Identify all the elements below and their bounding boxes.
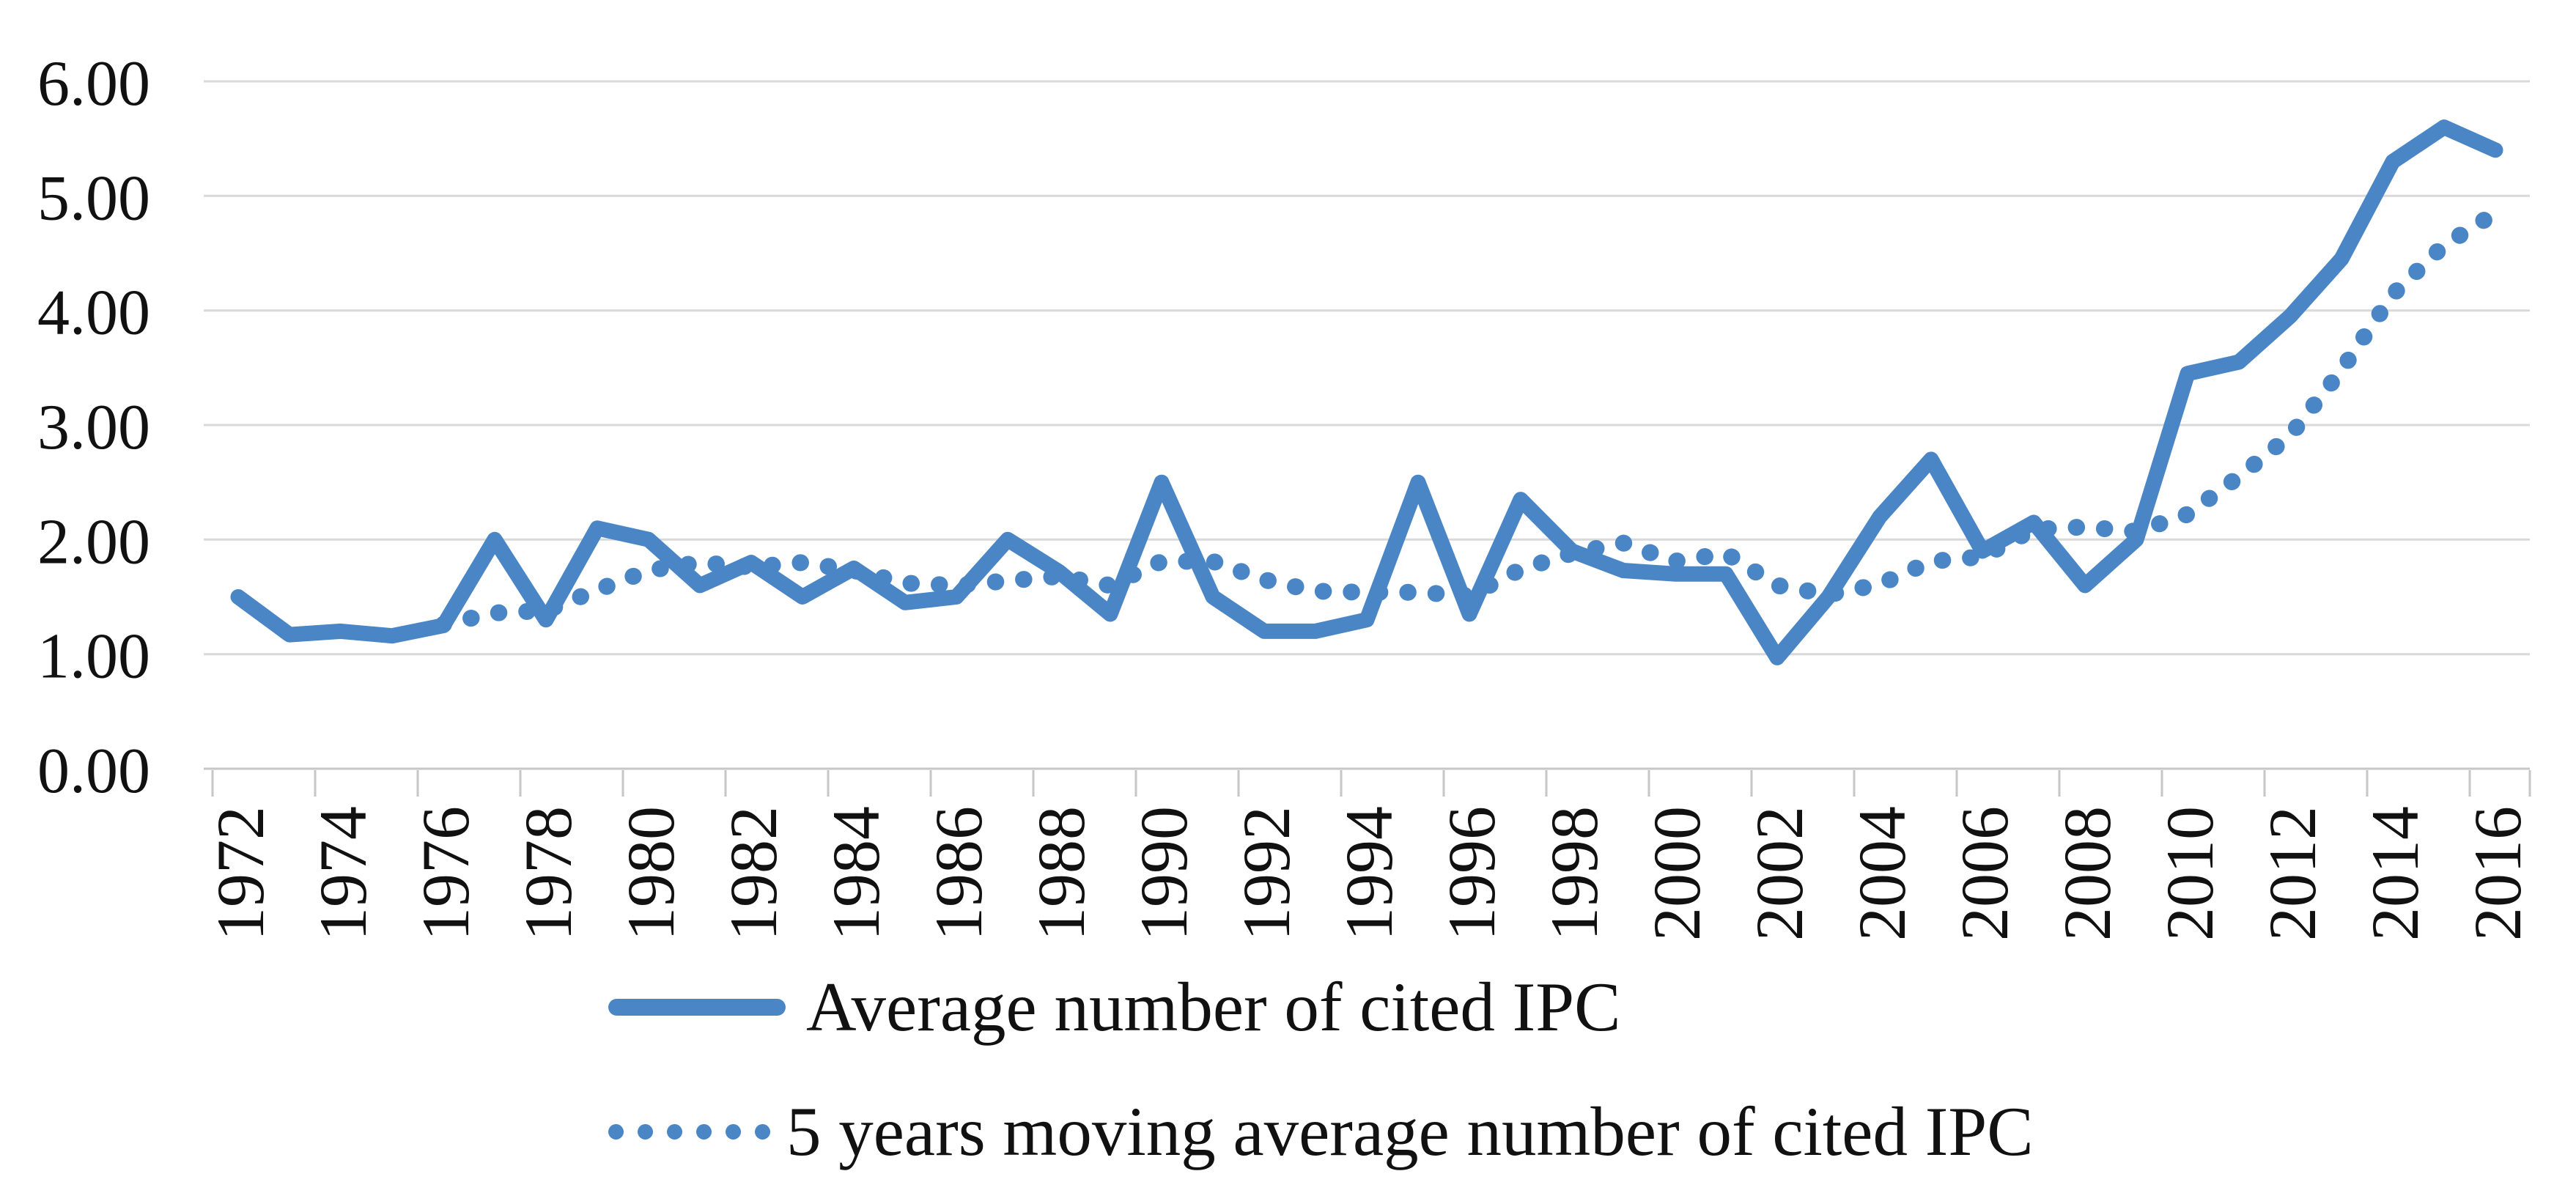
x-axis-label: 2004 xyxy=(1845,806,1919,941)
legend-dot xyxy=(755,1123,770,1140)
x-axis-label: 1978 xyxy=(511,806,586,941)
x-axis-label: 2012 xyxy=(2255,806,2330,941)
x-axis-label: 1976 xyxy=(408,806,483,941)
x-axis-label: 2010 xyxy=(2152,806,2227,941)
x-axis-label: 2002 xyxy=(1742,806,1817,941)
x-axis-label: 1974 xyxy=(306,806,380,941)
dotted-line-swatch xyxy=(608,1123,770,1140)
x-axis-label: 2014 xyxy=(2358,806,2432,941)
x-axis-label: 1980 xyxy=(613,806,688,941)
solid-line-swatch xyxy=(608,998,786,1016)
legend-dot xyxy=(608,1123,624,1140)
x-axis-label: 1996 xyxy=(1434,806,1509,941)
y-axis-label: 3.00 xyxy=(37,392,150,463)
y-axis-label: 1.00 xyxy=(37,621,150,693)
legend-dot xyxy=(696,1123,712,1140)
x-axis-label: 2016 xyxy=(2460,806,2535,941)
x-axis-label: 2000 xyxy=(1639,806,1714,941)
legend-dot xyxy=(726,1123,741,1140)
y-axis-label: 2.00 xyxy=(37,506,150,577)
chart-legend: Average number of cited IPC 5 years movi… xyxy=(608,966,2034,1204)
legend-label-moving-average: 5 years moving average number of cited I… xyxy=(786,1092,2034,1170)
x-axis-label: 1992 xyxy=(1229,806,1304,941)
x-axis-label: 1998 xyxy=(1537,806,1612,941)
legend-item-moving-average: 5 years moving average number of cited I… xyxy=(608,1090,2034,1172)
y-axis-label: 4.00 xyxy=(37,278,150,349)
x-axis-label: 1984 xyxy=(819,806,893,941)
legend-dot xyxy=(638,1123,653,1140)
x-axis-label: 1972 xyxy=(203,806,278,941)
legend-label-average: Average number of cited IPC xyxy=(806,967,1621,1046)
y-axis-label: 6.00 xyxy=(37,48,150,119)
x-axis-label: 1988 xyxy=(1024,806,1099,941)
average-cited-ipc-line xyxy=(230,119,2503,665)
y-axis-label: 0.00 xyxy=(37,736,150,807)
moving-average-dotted-line xyxy=(435,204,2504,633)
x-axis-label: 1990 xyxy=(1126,806,1201,941)
x-axis-label: 1986 xyxy=(921,806,996,941)
x-axis-label: 2006 xyxy=(1947,806,2022,941)
y-axis-label: 5.00 xyxy=(37,163,150,234)
legend-item-average: Average number of cited IPC xyxy=(608,966,2034,1048)
x-axis-label: 1982 xyxy=(716,806,791,941)
x-axis-label: 2008 xyxy=(2050,806,2125,941)
x-axis-label: 1994 xyxy=(1332,806,1406,941)
legend-dot xyxy=(667,1123,682,1140)
